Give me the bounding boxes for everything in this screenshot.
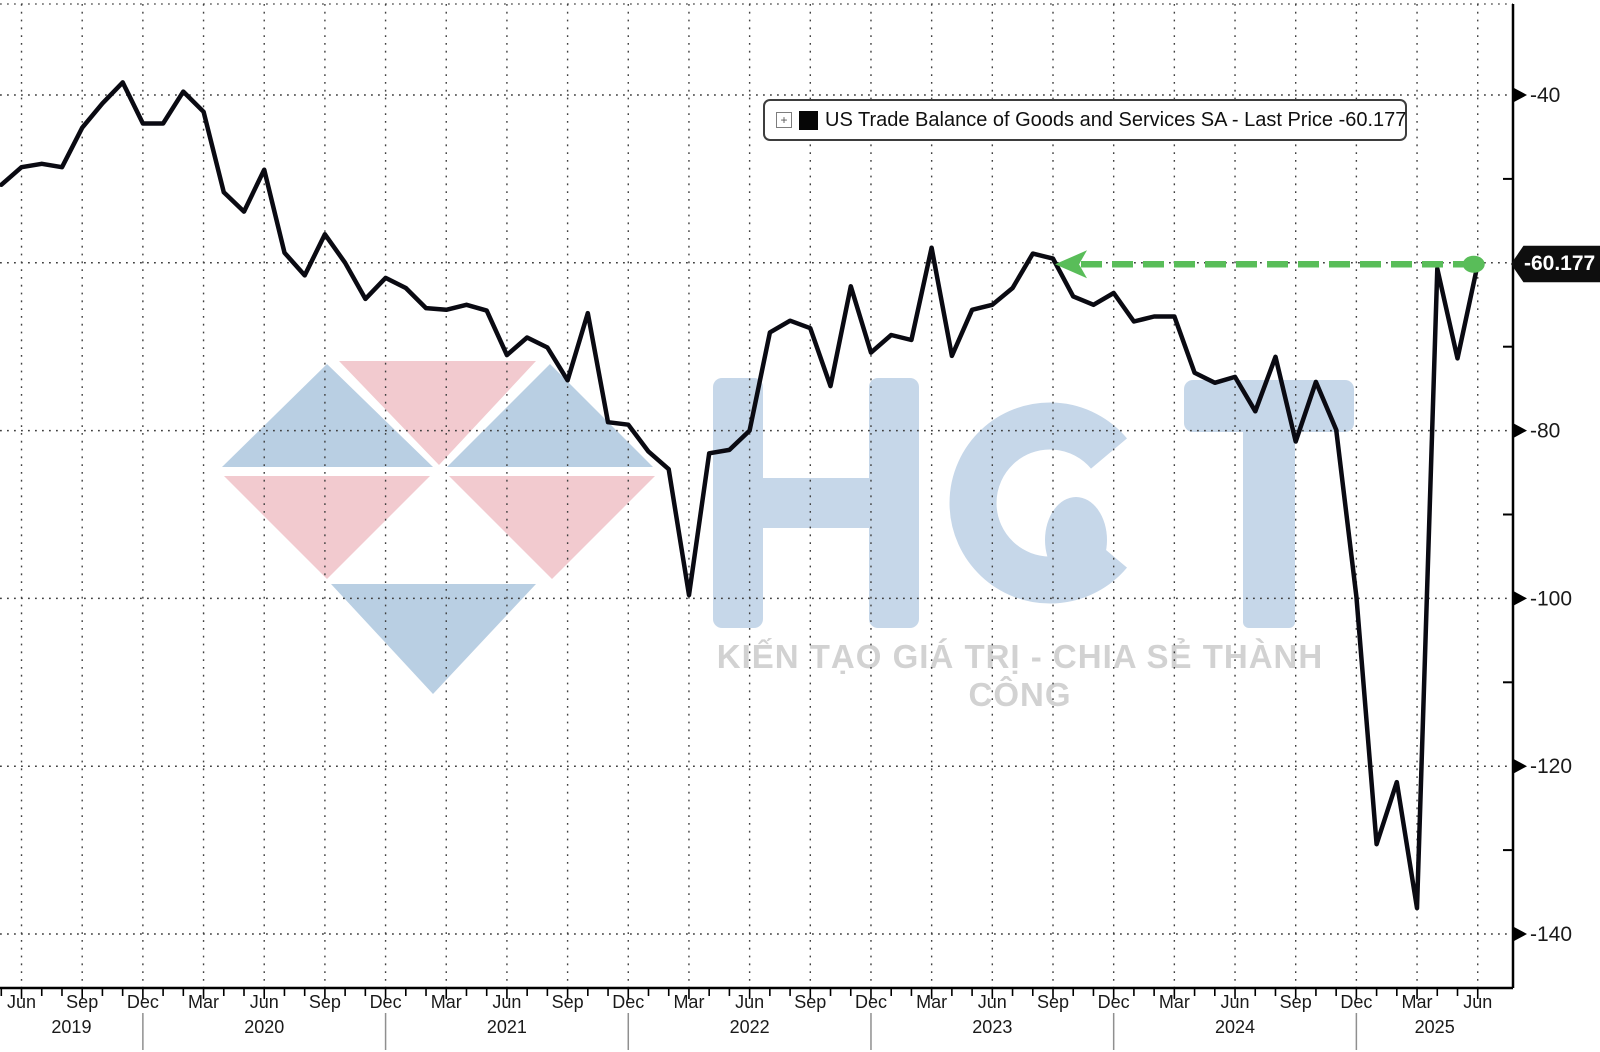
last-price-annotation (1055, 250, 1485, 279)
x-axis-month-label: Mar (1159, 992, 1190, 1012)
x-axis-month-label: Jun (735, 992, 764, 1012)
x-axis-month-label: Dec (612, 992, 644, 1012)
x-axis-year-label: 2021 (487, 1017, 527, 1037)
legend-label: US Trade Balance of Goods and Services S… (825, 108, 1407, 131)
y-axis-label: -140 (1530, 923, 1572, 946)
x-axis-month-label: Jun (492, 992, 521, 1012)
legend-series-marker-icon (799, 110, 818, 130)
x-axis-month-label: Dec (127, 992, 159, 1012)
x-axis-month-label: Dec (855, 992, 887, 1012)
x-axis-month-label: Dec (1098, 992, 1130, 1012)
y-tick-arrow-icon (1514, 423, 1527, 438)
x-axis-month-label: Mar (431, 992, 462, 1012)
x-axis-month-label: Jun (250, 992, 279, 1012)
y-tick-arrow-icon (1514, 88, 1527, 102)
x-axis-month-label: Mar (188, 992, 219, 1012)
y-axis-label: -40 (1530, 84, 1560, 107)
line-end-dot-icon (1462, 255, 1485, 273)
watermark-logo (222, 361, 1354, 694)
axes: Jun Sep Dec Mar Jun Sep Dec Mar Jun Sep Dec Mar Jun S… (0, 4, 1572, 1050)
x-axis-year-label: 2024 (1215, 1017, 1255, 1037)
x-axis-month-label: Sep (1037, 992, 1069, 1012)
x-axis-year-label: 2025 (1415, 1017, 1455, 1037)
x-axis-year-label: 2022 (730, 1017, 770, 1037)
price-line-series (0, 80, 1480, 911)
x-axis-month-label: Jun (1221, 992, 1250, 1012)
watermark-logo-text (713, 378, 1354, 628)
x-axis-month-label: Sep (1280, 992, 1312, 1012)
last-price-tag: -60.177 (1511, 245, 1600, 283)
x-axis-month-label: Jun (7, 992, 36, 1012)
watermark-gem-icon (222, 361, 655, 694)
x-axis-month-label: Sep (309, 992, 341, 1012)
left-arrow-icon (1055, 250, 1087, 279)
x-axis-month-label: Sep (794, 992, 826, 1012)
x-axis-month-label: Mar (673, 992, 704, 1012)
price-line (0, 80, 1480, 911)
y-axis-label: -80 (1530, 420, 1560, 443)
y-tick-arrow-icon (1514, 927, 1527, 941)
legend[interactable]: + US Trade Balance of Goods and Services… (763, 99, 1407, 141)
x-axis-month-label: Mar (1402, 992, 1433, 1012)
legend-expand-icon[interactable]: + (776, 112, 792, 128)
x-axis-month-label: Mar (916, 992, 947, 1012)
x-axis-year-label: 2020 (244, 1017, 284, 1037)
gridlines (0, 3, 1513, 988)
x-axis-year-label: 2023 (972, 1017, 1012, 1037)
y-axis-label: -120 (1530, 755, 1572, 778)
x-axis-month-label: Jun (978, 992, 1007, 1012)
y-axis-label: -100 (1530, 587, 1572, 610)
x-axis-month-label: Sep (552, 992, 584, 1012)
watermark-tagline: KIẾN TẠO GIÁ TRỊ - CHIA SẺ THÀNH CÔNG (716, 638, 1324, 713)
y-tick-arrow-icon (1514, 759, 1527, 774)
x-axis-month-label: Sep (66, 992, 98, 1012)
x-axis-month-label: Dec (1340, 992, 1372, 1012)
y-tick-arrow-icon (1514, 591, 1527, 606)
x-axis-month-label: Jun (1463, 992, 1492, 1012)
x-axis-year-label: 2019 (51, 1017, 91, 1037)
x-axis-month-label: Dec (370, 992, 402, 1012)
